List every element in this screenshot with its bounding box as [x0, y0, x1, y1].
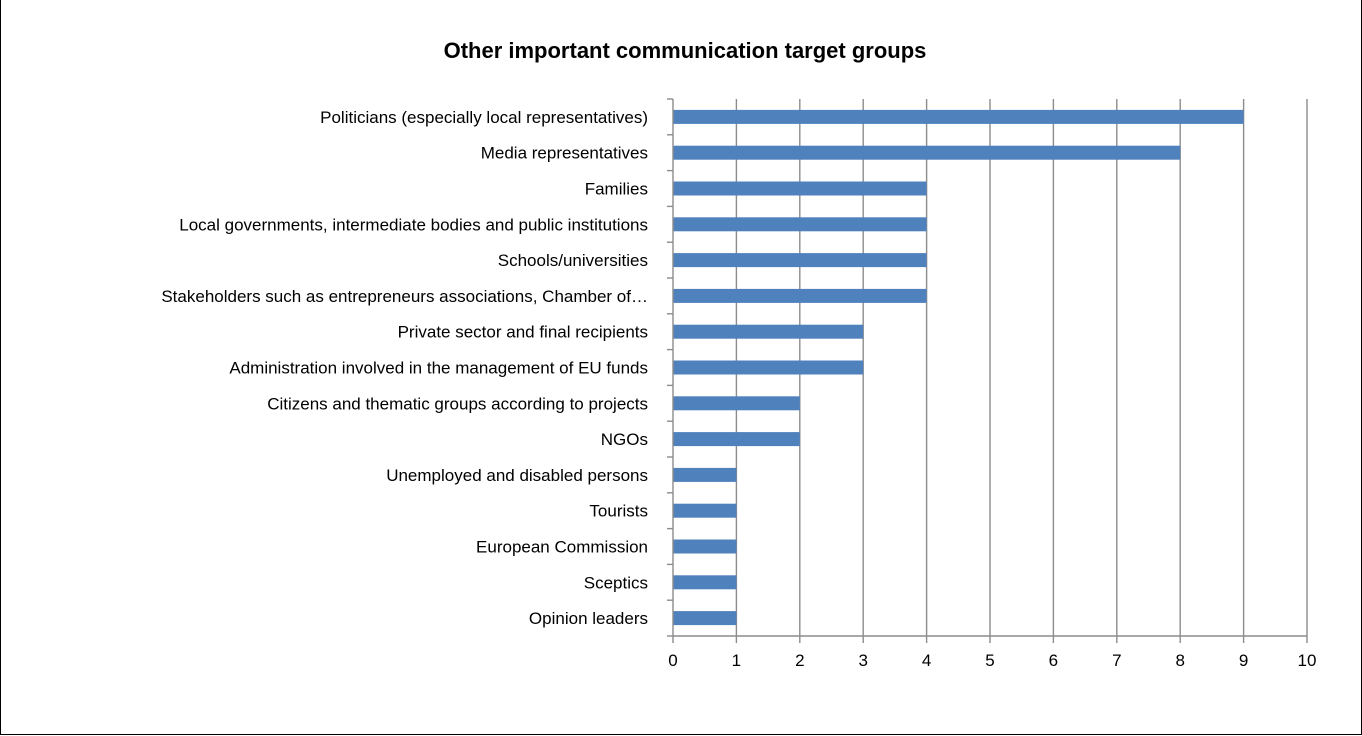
bar — [673, 539, 737, 554]
bar — [673, 109, 1244, 124]
category-label: Unemployed and disabled persons — [386, 466, 648, 485]
bar — [673, 253, 927, 268]
category-label: Local governments, intermediate bodies a… — [179, 215, 648, 234]
bars — [673, 109, 1244, 626]
x-tick-label: 5 — [985, 651, 994, 670]
x-tick-label: 3 — [858, 651, 867, 670]
category-label: Politicians (especially local representa… — [320, 108, 648, 127]
bar — [673, 432, 800, 447]
bar — [673, 467, 737, 482]
chart-title: Other important communication target gro… — [444, 38, 927, 63]
x-tick-label: 8 — [1175, 651, 1184, 670]
category-label: Tourists — [589, 502, 648, 521]
bar — [673, 396, 800, 411]
x-tick-label: 6 — [1049, 651, 1058, 670]
category-labels: Politicians (especially local representa… — [161, 108, 648, 628]
category-label: European Commission — [476, 538, 648, 557]
category-label: NGOs — [601, 430, 648, 449]
category-label: Citizens and thematic groups according t… — [267, 394, 648, 413]
category-label: Families — [585, 180, 648, 199]
x-tick-label: 2 — [795, 651, 804, 670]
tick-labels: 0 1 2 3 4 5 6 7 8 9 10 — [668, 651, 1316, 670]
axes — [667, 98, 1308, 643]
x-tick-label: 0 — [668, 651, 677, 670]
category-label: Administration involved in the managemen… — [229, 359, 648, 378]
bar — [673, 575, 737, 590]
x-tick-label: 4 — [922, 651, 931, 670]
category-label: Private sector and final recipients — [398, 323, 648, 342]
category-label: Media representatives — [481, 144, 648, 163]
bar — [673, 181, 927, 196]
bar — [673, 145, 1181, 160]
bar — [673, 503, 737, 518]
bar — [673, 360, 864, 375]
category-label: Opinion leaders — [529, 609, 648, 628]
x-tick-label: 9 — [1239, 651, 1248, 670]
category-label: Stakeholders such as entrepreneurs assoc… — [161, 287, 648, 306]
x-tick-label: 7 — [1112, 651, 1121, 670]
bar — [673, 288, 927, 303]
x-tick-label: 1 — [732, 651, 741, 670]
bar — [673, 324, 864, 339]
x-tick-label: 10 — [1298, 651, 1317, 670]
bar — [673, 217, 927, 232]
category-label: Schools/universities — [498, 251, 648, 270]
bar — [673, 611, 737, 626]
category-label: Sceptics — [584, 573, 648, 592]
